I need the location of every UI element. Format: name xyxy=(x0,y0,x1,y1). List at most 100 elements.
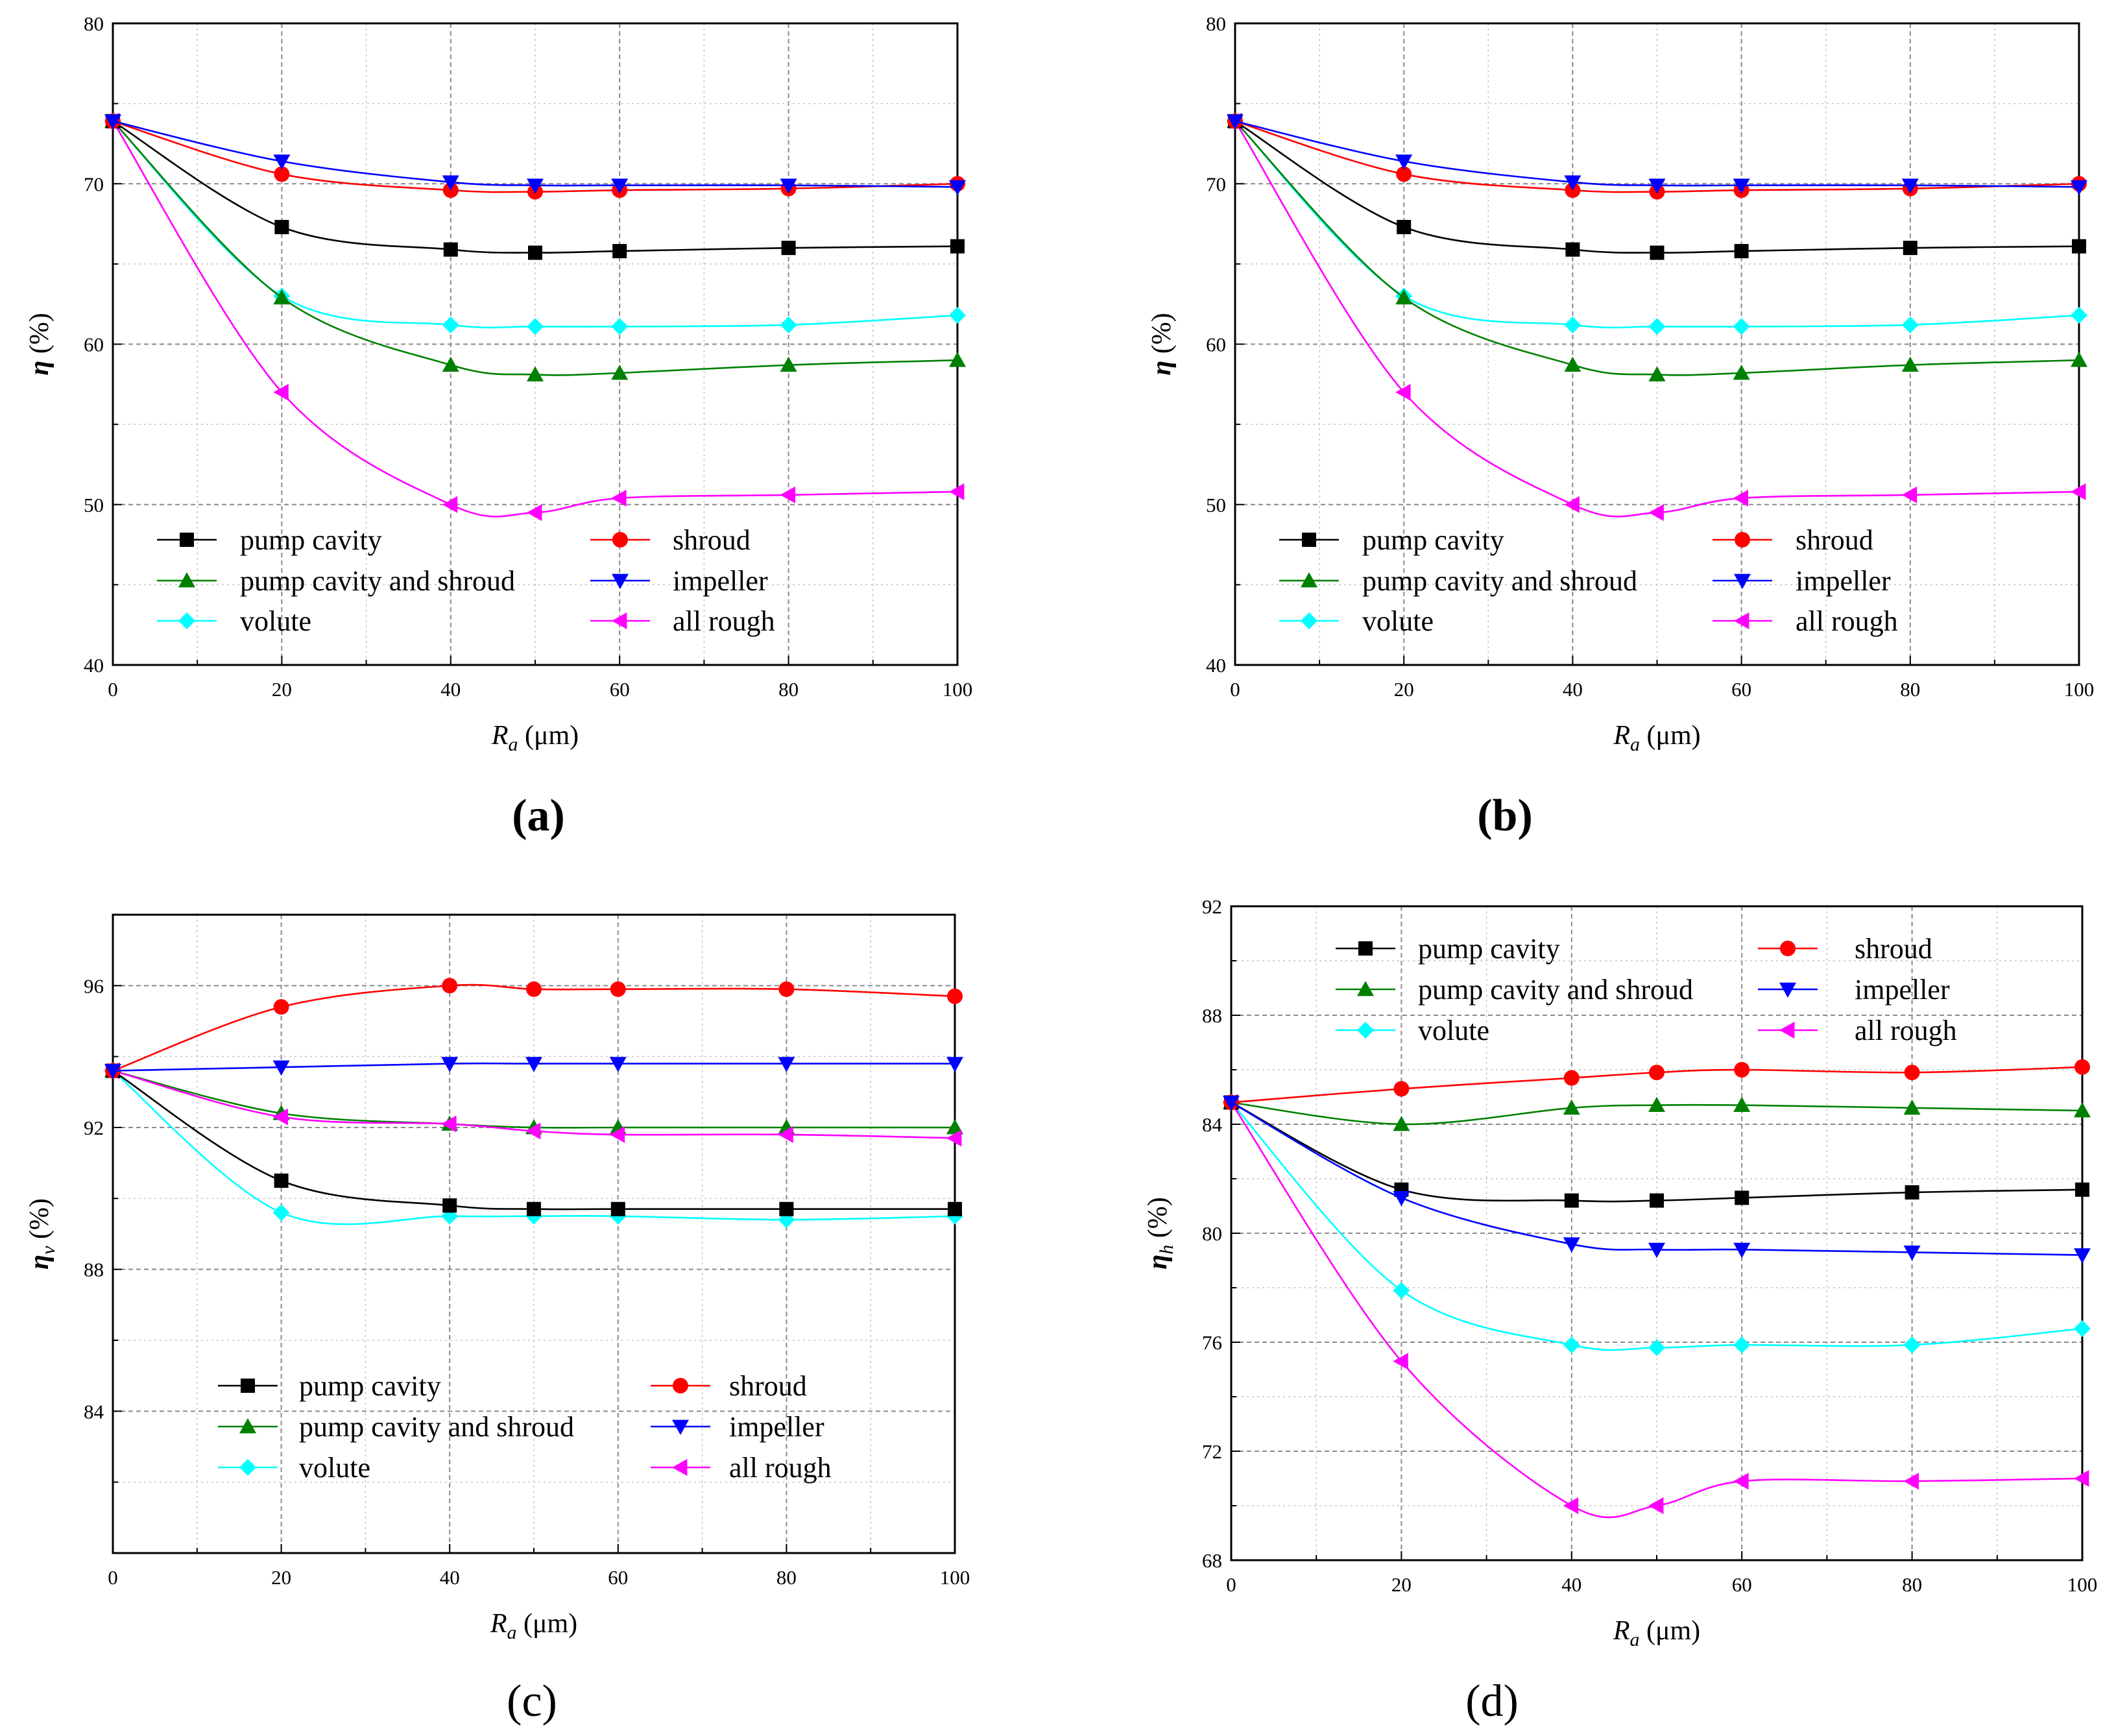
data-point-impeller xyxy=(1648,178,1666,194)
series-impeller xyxy=(104,114,966,196)
x-tick-label: 80 xyxy=(778,678,799,701)
series-pump-cavity xyxy=(106,1063,962,1216)
data-point-shroud xyxy=(442,978,458,994)
data-point-volute xyxy=(1564,316,1581,333)
data-point-shroud xyxy=(2074,1059,2090,1075)
legend: pump cavity shroud pump cavity and shroud i… xyxy=(1279,524,1898,637)
data-point-pump-cavity-and-shroud xyxy=(780,356,797,372)
data-point-impeller xyxy=(104,114,121,130)
legend-label: volute xyxy=(299,1452,370,1484)
y-axis-subscript: h xyxy=(1156,1245,1177,1255)
data-point-shroud xyxy=(1649,1065,1665,1081)
data-point-pump-cavity-and-shroud xyxy=(2074,1102,2091,1118)
data-point-volute xyxy=(2071,306,2087,324)
data-point-pump-cavity xyxy=(1564,1193,1579,1208)
legend-label: all rough xyxy=(673,605,775,637)
data-point-pump-cavity xyxy=(528,245,542,260)
legend-marker xyxy=(1302,533,1316,547)
series-volute xyxy=(104,112,966,335)
data-point-impeller xyxy=(1393,1191,1410,1207)
y-axis: 40 50 60 70 80 xyxy=(1206,12,1244,677)
legend-marker xyxy=(673,1378,688,1393)
data-point-pump-cavity-and-shroud xyxy=(442,356,459,372)
y-tick-label: 40 xyxy=(1206,654,1226,677)
legend-marker xyxy=(1734,612,1749,629)
data-point-pump-cavity xyxy=(1903,241,1918,256)
data-point-all-rough xyxy=(525,1122,541,1140)
x-tick-label: 40 xyxy=(440,1566,460,1589)
data-point-impeller xyxy=(778,1057,795,1072)
x-axis-title: Ra (μm) xyxy=(1613,1616,1700,1650)
panel-label-text: (a) xyxy=(512,791,565,841)
legend: pump cavity shroud pump cavity and shroud i… xyxy=(157,524,775,637)
series-pump-cavity xyxy=(1228,114,2086,260)
x-axis-unit: (μm) xyxy=(518,721,579,751)
x-tick-label: 20 xyxy=(271,1566,291,1589)
y-axis-symbol: η xyxy=(25,1255,54,1270)
data-point-volute xyxy=(272,1204,290,1222)
panel-label-text: (d) xyxy=(1465,1676,1519,1726)
data-point-impeller xyxy=(2074,1248,2091,1264)
x-axis-title: Ra (μm) xyxy=(1613,721,1700,755)
data-point-impeller xyxy=(272,1060,290,1076)
data-point-impeller xyxy=(1227,114,1244,130)
legend-label: pump cavity and shroud xyxy=(1362,565,1637,597)
data-point-impeller xyxy=(780,178,797,194)
legend-label: all rough xyxy=(1796,605,1898,637)
x-tick-label: 20 xyxy=(272,678,292,701)
legend-label: volute xyxy=(1418,1015,1489,1046)
data-point-shroud xyxy=(1904,1065,1920,1081)
data-point-impeller xyxy=(949,180,966,196)
data-point-all-rough xyxy=(949,483,965,500)
data-point-all-rough xyxy=(946,1129,962,1147)
y-axis-unit: (%) xyxy=(25,1198,54,1246)
data-point-volute xyxy=(1648,1339,1665,1356)
series-pump-cavity-and-shroud xyxy=(1227,112,2087,381)
data-point-pump-cavity xyxy=(1397,220,1412,235)
data-point-pump-cavity xyxy=(274,220,289,235)
data-point-volute xyxy=(527,318,544,335)
x-tick-label: 60 xyxy=(610,678,630,701)
legend-label: shroud xyxy=(729,1370,807,1402)
legend-marker xyxy=(1734,573,1751,589)
x-tick-label: 40 xyxy=(1561,1573,1581,1596)
panel-label: (d) xyxy=(1465,1676,1519,1726)
data-point-shroud xyxy=(1393,1081,1410,1097)
data-point-volute xyxy=(1733,318,1750,335)
legend-marker xyxy=(612,532,628,548)
x-tick-label: 60 xyxy=(1731,678,1751,701)
x-tick-label: 40 xyxy=(440,678,461,701)
data-point-pump-cavity xyxy=(443,242,458,257)
x-tick-label: 0 xyxy=(1226,1573,1236,1596)
data-point-impeller xyxy=(611,178,629,194)
data-point-pump-cavity xyxy=(781,241,796,256)
legend-marker xyxy=(178,612,195,629)
x-axis-unit: (μm) xyxy=(1639,1616,1700,1646)
legend-label: all rough xyxy=(1855,1015,1957,1046)
x-axis-subscript: a xyxy=(1629,1629,1639,1650)
legend-marker xyxy=(180,533,194,547)
legend-marker xyxy=(672,1459,688,1476)
legend-item-all-rough: all rough xyxy=(1758,1015,1957,1046)
x-tick-label: 80 xyxy=(1900,678,1920,701)
legend-marker xyxy=(1735,532,1750,548)
legend-item-pump-cavity-and-shroud: pump cavity and shroud xyxy=(1279,565,1637,597)
y-axis-unit: (%) xyxy=(1147,313,1177,360)
y-tick-label: 84 xyxy=(84,1400,104,1423)
x-axis-subscript: a xyxy=(1630,734,1640,755)
data-point-pump-cavity xyxy=(948,1201,962,1216)
x-axis-title: Ra (μm) xyxy=(491,721,579,755)
data-point-volute xyxy=(1733,1336,1751,1354)
x-axis-unit: (μm) xyxy=(1640,721,1701,751)
legend-marker xyxy=(612,612,627,629)
x-axis: 0 20 40 60 80 100 xyxy=(108,1544,970,1589)
legend-label: pump cavity xyxy=(299,1370,441,1402)
x-axis: 0 20 40 60 80 100 xyxy=(1230,656,2094,701)
data-point-pump-cavity xyxy=(779,1201,794,1216)
data-point-all-rough xyxy=(1733,1473,1749,1490)
x-axis-symbol: R xyxy=(1613,1616,1630,1646)
data-point-volute xyxy=(611,318,629,335)
panel-a: 0 20 40 60 80 100 40 50 60 70 80 Ra (μm) η (%) pump c… xyxy=(25,12,972,841)
legend-item-volute: volute xyxy=(1336,1015,1489,1046)
data-point-pump-cavity-and-shroud xyxy=(611,365,629,380)
